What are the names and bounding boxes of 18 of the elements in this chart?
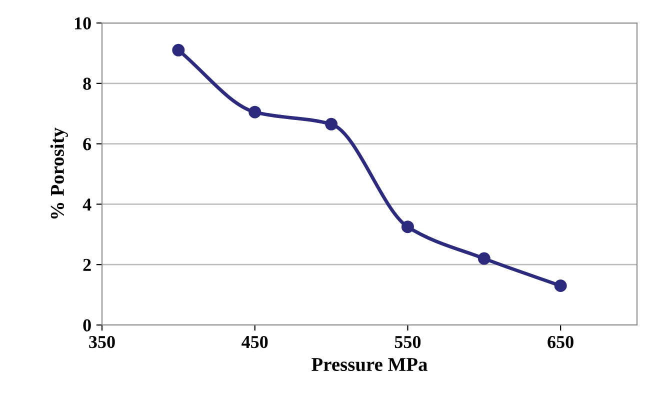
x-tick-label: 550: [394, 336, 421, 348]
x-tick-label: 350: [89, 336, 115, 348]
point: [172, 44, 185, 56]
point: [248, 106, 262, 118]
y-tick-label: 8: [83, 78, 91, 90]
y-axis-title: % Porosity: [50, 128, 68, 219]
point: [554, 279, 567, 292]
x-tick-label: 650: [548, 336, 574, 348]
y-tick-label: 2: [83, 258, 91, 271]
x-tick-label: 450: [242, 336, 268, 348]
point: [325, 118, 338, 130]
y-tick-label: 0: [83, 319, 91, 332]
y-tick-label: 6: [83, 138, 92, 150]
y-tick-label: 10: [74, 17, 91, 30]
point: [478, 252, 490, 265]
x-axis-title: Pressure MPa: [312, 358, 428, 372]
point: [401, 220, 414, 234]
y-tick-label: 4: [82, 198, 92, 210]
